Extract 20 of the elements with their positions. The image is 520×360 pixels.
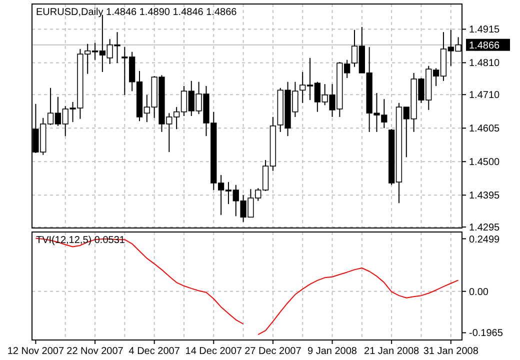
x-tick-label: 14 Dec 2007 [185,346,242,357]
x-tick-label: 22 Nov 2007 [66,346,124,357]
x-tick-label: 31 Jan 2008 [423,346,479,357]
x-tick-label: 9 Jan 2008 [308,346,358,357]
y-tick-label: 1.4605 [469,124,500,135]
x-tick-label: 12 Nov 2007 [7,346,64,357]
y-tick-label: 1.4395 [469,190,500,202]
y-tick-label: 1.4915 [469,24,500,36]
y-tick-label: 1.4710 [469,90,500,102]
y-tick-label: 1.4295 [469,222,500,234]
y-tick-label: 0.2499 [469,234,500,246]
x-tick-label: 4 Dec 2007 [128,346,180,357]
y-tick-label: 1.4810 [469,58,500,70]
x-tick-label: 27 Dec 2007 [244,346,302,357]
y-tick-label: -0.1965 [469,328,504,340]
ref-line-label: 1.4866 [469,40,500,52]
y-tick-label: 1.4500 [469,157,500,168]
x-tick-label: 21 Jan 2008 [364,346,420,357]
y-tick-label: 0.00 [469,286,489,298]
chart-title: EURUSD,Daily 1.4846 1.4890 1.4846 1.4866 [36,7,238,18]
